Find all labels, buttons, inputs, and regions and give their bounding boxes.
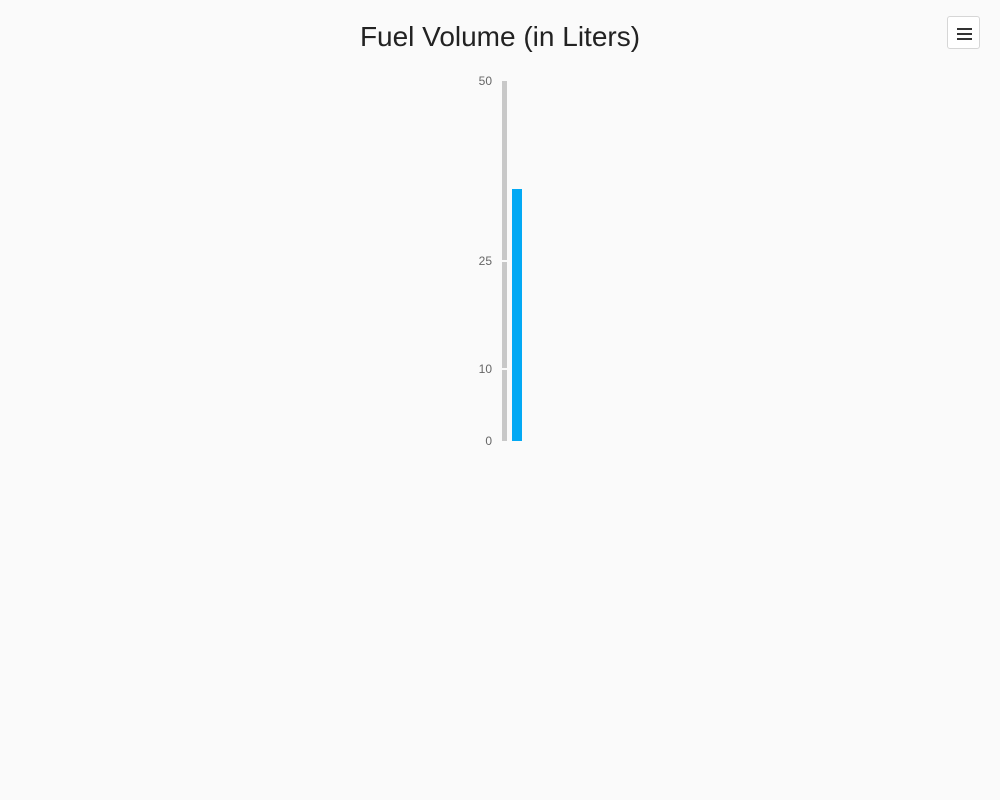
tick-label: 25 — [479, 254, 493, 268]
fuel-level-bar[interactable] — [512, 189, 522, 441]
gauge-track-segment — [502, 262, 507, 368]
tick-label: 0 — [485, 434, 492, 448]
hamburger-menu-icon-bottom — [957, 38, 972, 40]
gauge-track-segment — [502, 370, 507, 441]
hamburger-menu-icon-middle — [957, 33, 972, 35]
tick-label: 10 — [479, 362, 493, 376]
chart-title: Fuel Volume (in Liters) — [359, 21, 641, 52]
hamburger-menu-icon — [957, 28, 972, 30]
chart-menu-button[interactable] — [947, 16, 980, 49]
gauge-track-segment — [502, 81, 507, 260]
tick-label: 50 — [479, 74, 493, 88]
